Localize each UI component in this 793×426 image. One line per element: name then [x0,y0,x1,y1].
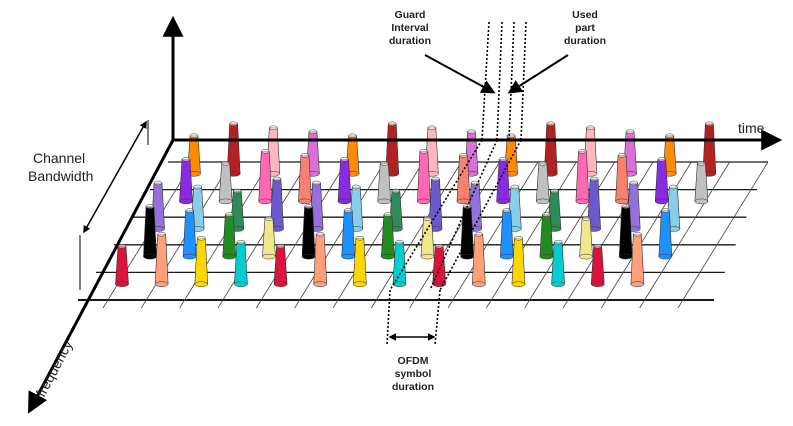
time-label: time [738,120,765,136]
subcarrier-cone [234,239,248,287]
channel-bandwidth-arrow [83,120,147,234]
channel-bandwidth-label-2: Bandwidth [28,168,93,184]
subcarrier-cone [377,161,392,205]
subcarrier-cone [222,212,237,260]
subcarrier-cone [615,153,629,205]
used-label-2: part [575,22,595,34]
subcarrier-cone [575,149,590,205]
subcarrier-cone [499,208,514,260]
subcarrier-cone [535,161,550,205]
guard-interval-markers [386,21,527,346]
subcarrier-cone [460,204,474,260]
subcarrier-cone [539,212,554,260]
subcarrier-cone [273,243,288,287]
subcarrier-cone [341,208,356,260]
frequency-axis [28,139,175,414]
subcarrier-cone [630,231,645,287]
subcarrier-cone [154,231,169,287]
subcarrier-cone [432,243,446,287]
subcarrier-cone [218,161,233,205]
grid-column-line [485,161,577,309]
subcarrier-cone [392,239,407,287]
ofdm-label-1: OFDM [398,355,429,367]
grid-column-line [255,161,347,309]
subcarrier-cone [694,161,709,205]
subcarrier-cone [115,243,129,287]
subcarrier-cone [143,204,157,260]
grid-column-line [639,161,731,309]
subcarrier-cone [313,231,328,287]
ofdm-label-3: duration [392,381,434,393]
grid-column-line [370,161,462,309]
subcarrier-cone [194,235,209,287]
subcarrier-cone [345,133,360,177]
subcarrier-cone [496,157,510,205]
grid-column-line [447,161,539,309]
subcarrier-cone [353,235,367,287]
subcarrier-cone [618,204,633,260]
subcarrier-cone [471,231,486,287]
subcarrier-cone [381,212,395,260]
subcarrier-cone [547,188,562,232]
subcarrier-cone [579,216,593,260]
used-label-3: duration [564,35,606,47]
used-label-1: Used [572,9,598,21]
subcarrier-cone [258,149,273,205]
subcarrier-cone [658,208,673,260]
subcarrier-cone [337,157,352,205]
grid-column-line [294,161,386,309]
guard-arrow [424,54,496,94]
grid-column-line [524,161,616,309]
subcarrier-cone [511,235,526,287]
channel-bandwidth-label-1: Channel [33,150,85,166]
subcarrier-cone [590,243,605,287]
subcarrier-cone [417,149,431,205]
subcarrier-cone [428,176,443,232]
guard-label-1: Guard [395,9,426,21]
subcarrier-cone [298,153,312,205]
subcarrier-cone [179,157,193,205]
subcarrier-cone [420,216,435,260]
frequency-label: frequency [33,338,76,400]
subcarrier-cone [182,208,197,260]
subcarrier-cone [507,184,522,232]
subcarrier-cone [456,153,471,205]
ofdm-label-2: symbol [395,368,432,380]
subcarrier-cone [301,204,316,260]
guard-label-3: duration [389,35,431,47]
subcarrier-cone [551,239,565,287]
subcarrier-cone [262,216,276,260]
guard-label-2: Interval [391,22,428,34]
subcarrier-cone [654,157,669,205]
grid-column-line [600,161,692,309]
used-arrow [507,54,569,94]
grid-column-line [677,161,769,309]
subcarrier-cone [349,184,364,232]
grid-column-line [332,161,424,309]
grid-column-line [217,161,309,309]
